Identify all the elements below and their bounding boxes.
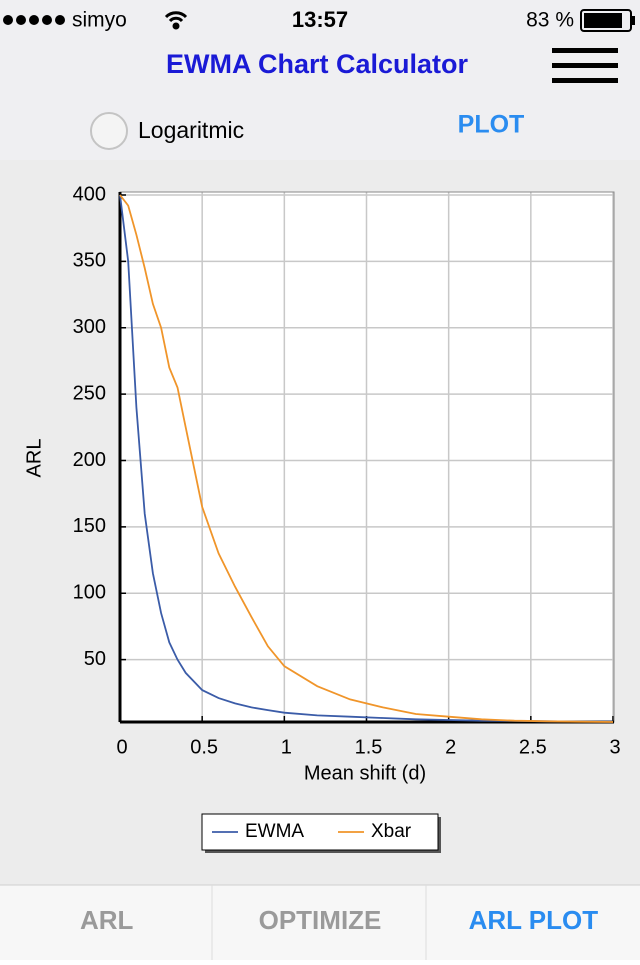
x-tick-label: 0 [116,736,127,758]
x-tick-label: 1.5 [355,736,383,758]
log-option-label[interactable]: Logaritmic [138,117,244,143]
tab-label[interactable]: OPTIMIZE [259,905,382,935]
carrier: simyo [72,9,127,32]
battery-level: 83 % [526,9,574,32]
tab-bar [0,885,640,960]
x-tick-label: 2 [445,736,456,758]
app-title: EWMA Chart Calculator [166,49,469,79]
x-tick-label: 1 [281,736,292,758]
x-tick-label: 0.5 [190,736,218,758]
series-line [119,194,614,723]
log-radio[interactable] [90,112,128,150]
x-tick-label: 2.5 [519,736,547,758]
y-tick-label: 100 [73,582,106,604]
y-tick-label: 250 [73,382,106,404]
y-tick-label: 300 [73,316,106,338]
tab-label[interactable]: ARL PLOT [469,905,599,935]
legend: EWMA Xbar [201,813,441,853]
tabs: ARL OPTIMIZE ARL PLOT [80,905,598,935]
chart: 50 100 150 200 250 300 350 400 0 0.5 1 1.5 2 2.5 3 Mean… [23,183,621,853]
signal-dots [3,15,65,25]
y-axis-label: ARL [23,439,45,478]
clock: 13:57 [292,7,348,32]
tab-label[interactable]: ARL [80,905,134,935]
plot-button[interactable]: PLOT [458,111,525,139]
legend-box [201,813,439,851]
wifi-icon [164,11,188,30]
menu-button[interactable] [552,48,618,83]
y-tick-label: 400 [73,183,106,205]
y-tick-label: 350 [73,250,106,272]
x-axis-label: Mean shift (d) [304,762,426,784]
legend-label: Xbar [371,821,412,842]
y-tick-label: 150 [73,515,106,537]
battery-icon [580,9,635,32]
x-tick-label: 3 [609,736,620,758]
y-tick-label: 50 [84,648,106,670]
series-line [119,194,614,723]
legend-label: EWMA [245,821,304,842]
y-tick-label: 200 [73,449,106,471]
